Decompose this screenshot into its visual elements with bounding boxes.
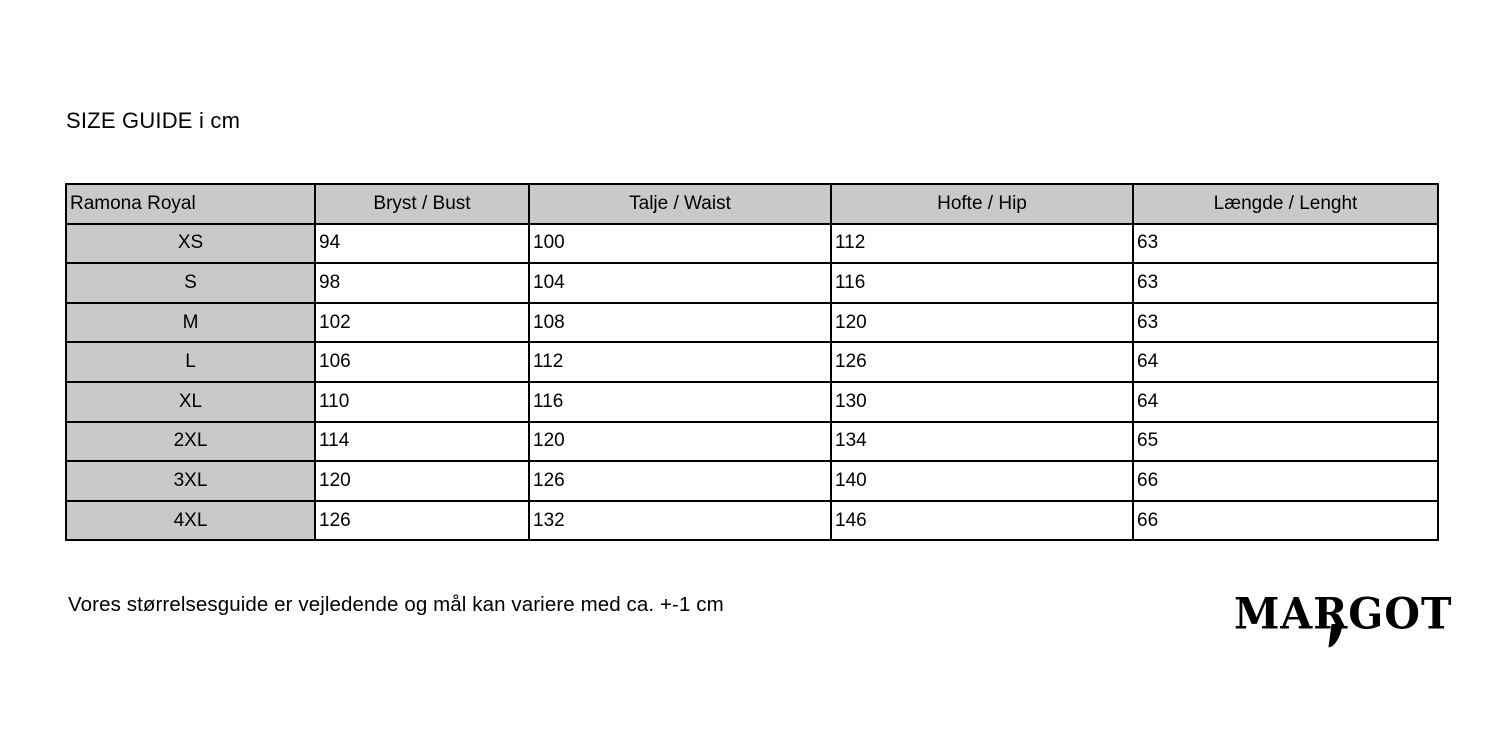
measurement-cell: 63 — [1132, 301, 1439, 344]
measurement-cell: 112 — [528, 341, 832, 383]
table-row: L 106 112 126 64 — [65, 341, 1439, 383]
measurement-cell: 120 — [830, 301, 1134, 344]
measurement-cell: 146 — [830, 499, 1134, 542]
size-label: 3XL — [65, 460, 316, 502]
measurement-cell: 102 — [314, 301, 530, 344]
table-row: XL 110 116 130 64 — [65, 380, 1439, 423]
measurement-cell: 65 — [1132, 420, 1439, 463]
measurement-cell: 63 — [1132, 262, 1439, 304]
measurement-cell: 64 — [1132, 380, 1439, 423]
measurement-cell: 66 — [1132, 499, 1439, 542]
measurement-cell: 104 — [528, 262, 832, 304]
disclaimer-text: Vores størrelsesguide er vejledende og m… — [68, 593, 724, 616]
measurement-cell: 114 — [314, 420, 530, 463]
product-name-header: Ramona Royal — [65, 183, 316, 225]
measurement-cell: 112 — [830, 222, 1134, 265]
size-guide-table: Ramona Royal Bryst / Bust Talje / Waist … — [65, 183, 1439, 542]
table-row: M 102 108 120 63 — [65, 301, 1439, 344]
brand-logo: MARGOT — [1234, 588, 1452, 648]
size-label: M — [65, 301, 316, 344]
measurement-cell: 64 — [1132, 341, 1439, 383]
measurement-cell: 63 — [1132, 222, 1439, 265]
table-row: XS 94 100 112 63 — [65, 222, 1439, 265]
size-label: L — [65, 341, 316, 383]
measurement-cell: 116 — [528, 380, 832, 423]
measurement-cell: 134 — [830, 420, 1134, 463]
measurement-cell: 132 — [528, 499, 832, 542]
column-header-bust: Bryst / Bust — [314, 183, 530, 225]
table-header-row: Ramona Royal Bryst / Bust Talje / Waist … — [65, 183, 1439, 225]
measurement-cell: 140 — [830, 460, 1134, 502]
table-row: 2XL 114 120 134 65 — [65, 420, 1439, 463]
size-table-body: XS 94 100 112 63 S 98 104 116 63 M 102 108 120 63 L 106 1… — [65, 222, 1439, 542]
size-label: XL — [65, 380, 316, 423]
measurement-cell: 130 — [830, 380, 1134, 423]
measurement-cell: 120 — [314, 460, 530, 502]
size-label: S — [65, 262, 316, 304]
size-label: 4XL — [65, 499, 316, 542]
measurement-cell: 94 — [314, 222, 530, 265]
measurement-cell: 110 — [314, 380, 530, 423]
measurement-cell: 116 — [830, 262, 1134, 304]
page-title: SIZE GUIDE i cm — [66, 108, 241, 133]
measurement-cell: 120 — [528, 420, 832, 463]
measurement-cell: 126 — [314, 499, 530, 542]
measurement-cell: 126 — [528, 460, 832, 502]
measurement-cell: 66 — [1132, 460, 1439, 502]
measurement-cell: 108 — [528, 301, 832, 344]
measurement-cell: 98 — [314, 262, 530, 304]
table-row: 4XL 126 132 146 66 — [65, 499, 1439, 542]
measurement-cell: 106 — [314, 341, 530, 383]
column-header-waist: Talje / Waist — [528, 183, 832, 225]
size-label: 2XL — [65, 420, 316, 463]
table-row: 3XL 120 126 140 66 — [65, 460, 1439, 502]
size-label: XS — [65, 222, 316, 265]
measurement-cell: 100 — [528, 222, 832, 265]
column-header-length: Længde / Lenght — [1132, 183, 1439, 225]
brand-logo-text: MARGOT — [1234, 588, 1453, 639]
measurement-cell: 126 — [830, 341, 1134, 383]
table-row: S 98 104 116 63 — [65, 262, 1439, 304]
column-header-hip: Hofte / Hip — [830, 183, 1134, 225]
